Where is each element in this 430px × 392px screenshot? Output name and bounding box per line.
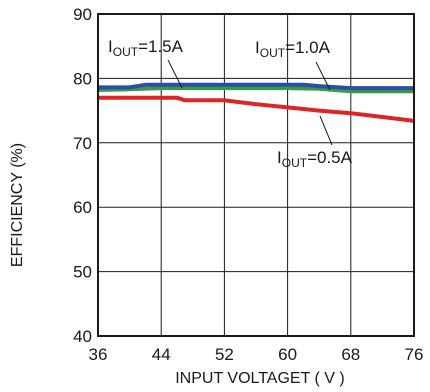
annotation-leaders (167, 59, 333, 146)
x-tick-label: 76 (405, 345, 424, 364)
annotation-subscript: OUT (282, 156, 308, 170)
annotation-leader-line (315, 61, 331, 91)
series-lines (97, 82, 415, 123)
plot-frame (97, 13, 415, 337)
x-tick-label: 60 (278, 345, 297, 364)
annotation-value: =0.5A (307, 148, 353, 167)
annotation-subscript: OUT (113, 45, 139, 59)
series-line-2 (98, 95, 415, 123)
grid-lines (97, 13, 415, 337)
annotation-value: =1.0A (285, 38, 331, 57)
annotation-leader-line (167, 59, 183, 89)
y-tick-label: 60 (73, 198, 92, 217)
annotation-leader-line (319, 115, 333, 146)
series-annotation: IOUT=1.0A (255, 38, 331, 60)
y-tick-label: 90 (73, 5, 92, 24)
x-axis-title: INPUT VOLTAGET ( V ) (175, 370, 345, 387)
annotation-symbol: I (108, 37, 113, 56)
y-axis-title: EFFICIENCY (%) (9, 143, 26, 267)
x-tick-label: 52 (215, 345, 234, 364)
x-tick-label: 44 (152, 345, 171, 364)
y-tick-label: 40 (73, 327, 92, 346)
x-tick-label: 36 (89, 345, 108, 364)
annotation-symbol: I (255, 38, 260, 57)
series-line-1 (97, 86, 414, 94)
series-line-0 (98, 82, 414, 91)
annotation-subscript: OUT (260, 46, 286, 60)
y-tick-label: 50 (73, 263, 92, 282)
x-tick-label: 68 (341, 345, 360, 364)
series-annotation: IOUT=0.5A (277, 148, 353, 170)
x-tick-labels: 36 44 52 60 68 76 (89, 345, 424, 364)
series-annotation: IOUT=1.5A (108, 37, 184, 59)
annotation-symbol: I (277, 148, 282, 167)
y-tick-label: 80 (73, 69, 92, 88)
y-tick-labels: 40 50 60 70 80 90 (73, 5, 92, 346)
y-tick-label: 70 (73, 134, 92, 153)
annotation-value: =1.5A (138, 37, 184, 56)
